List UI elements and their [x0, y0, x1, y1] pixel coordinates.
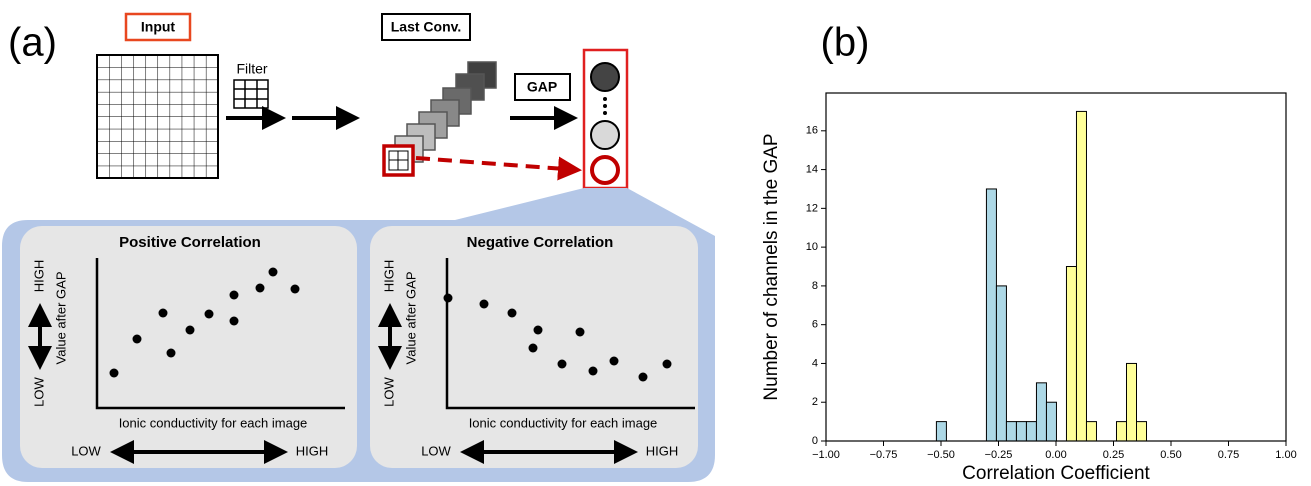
y-tick-label: 4: [812, 357, 818, 369]
gap-node: [590, 120, 620, 150]
bar: [1075, 110, 1087, 442]
x-high: HIGH: [646, 443, 679, 458]
y-label: Value after GAP: [53, 272, 68, 365]
gap-box: [514, 73, 571, 101]
x-tick-label: −0.25: [985, 449, 1013, 461]
bar: [1035, 382, 1047, 442]
panel-label: (a): [8, 21, 57, 65]
selected-filter: [382, 144, 415, 177]
filter: [233, 79, 269, 109]
input-label: Input: [141, 19, 176, 35]
gap-label: GAP: [527, 79, 557, 95]
x-high: HIGH: [296, 443, 329, 458]
panel-label: (b): [821, 21, 870, 65]
x-tick-label: 0.75: [1218, 449, 1239, 461]
y-tick-label: 0: [812, 435, 818, 447]
x-label: Ionic conductivity for each image: [469, 415, 658, 430]
bar: [1125, 362, 1137, 442]
axes: [95, 258, 345, 410]
panel-title: Negative Correlation: [467, 234, 614, 251]
panel-box: [20, 226, 357, 468]
y-axis-title: Number of channels in the GAP: [761, 133, 782, 400]
gap-node: [590, 62, 620, 92]
y-low: LOW: [31, 376, 46, 406]
bar: [985, 188, 997, 442]
example-points: [109, 267, 672, 382]
bar: [1085, 421, 1097, 442]
y-low: LOW: [381, 376, 396, 406]
y-tick-label: 12: [806, 202, 818, 214]
input-grid: [96, 54, 219, 179]
axes: [445, 258, 695, 410]
x-low: LOW: [421, 443, 451, 458]
filter-label: Filter: [236, 61, 267, 77]
bar: [1005, 421, 1017, 442]
bar: [1015, 421, 1027, 442]
feature-maps: [394, 61, 497, 163]
y-tick-label: 14: [806, 163, 818, 175]
last-conv-box: [381, 13, 471, 41]
panel-title: Positive Correlation: [119, 234, 261, 251]
x-label: Ionic conductivity for each image: [119, 415, 308, 430]
bar: [995, 285, 1007, 442]
y-tick-label: 16: [806, 125, 818, 137]
y-high: HIGH: [381, 260, 396, 293]
x-low: LOW: [71, 443, 101, 458]
y-tick-label: 10: [806, 241, 818, 253]
bar: [1025, 421, 1037, 442]
plot-frame: [825, 92, 1287, 442]
ellipsis: [603, 97, 607, 115]
gap-node: [590, 155, 620, 185]
x-tick-label: 1.00: [1275, 449, 1296, 461]
last-conv-label: Last Conv.: [391, 19, 462, 35]
x-tick-label: −0.50: [927, 449, 955, 461]
bar: [935, 421, 947, 442]
x-tick-label: 0.50: [1160, 449, 1181, 461]
dashed-arrow: [415, 156, 582, 181]
x-axis-title: Correlation Coefficient: [962, 463, 1150, 484]
input-box: [124, 12, 192, 42]
y-tick-label: 8: [812, 280, 818, 292]
x-tick-label: 0.25: [1103, 449, 1124, 461]
bar: [1045, 401, 1057, 442]
x-tick-label: 0.00: [1045, 449, 1066, 461]
y-tick-label: 2: [812, 396, 818, 408]
y-tick-label: 6: [812, 319, 818, 331]
x-tick-label: −0.75: [870, 449, 898, 461]
bar: [1065, 266, 1077, 442]
bar: [1115, 421, 1127, 442]
y-label: Value after GAP: [403, 272, 418, 365]
bar: [1136, 421, 1148, 442]
x-tick-label: −1.00: [812, 449, 840, 461]
y-high: HIGH: [31, 260, 46, 293]
